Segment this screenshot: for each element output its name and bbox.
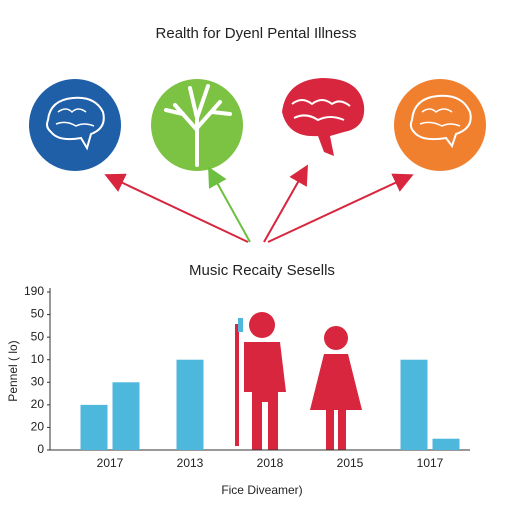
brain-icons xyxy=(29,72,486,171)
brain-folds xyxy=(291,99,351,122)
brain-outline xyxy=(46,96,105,151)
bar xyxy=(112,382,140,450)
cane-top xyxy=(238,318,243,332)
y-tick-label: 20 xyxy=(31,397,45,411)
y-tick-label: 50 xyxy=(31,329,45,343)
x-axis-label: Fice Diveamer) xyxy=(221,483,302,497)
brain-outline xyxy=(409,94,472,149)
man-body xyxy=(244,342,286,450)
x-tick-label: 2015 xyxy=(337,456,364,470)
bar xyxy=(176,359,204,450)
page-title: Realth for Dyenl Pental Illness xyxy=(156,25,357,42)
x-tick-label: 2018 xyxy=(257,456,284,470)
y-tick-label: 30 xyxy=(31,374,45,388)
y-tick-label: 10 xyxy=(31,352,45,366)
tree xyxy=(164,84,232,167)
arrow xyxy=(104,173,249,243)
y-tick-label: 190 xyxy=(24,284,44,298)
arrow xyxy=(263,164,308,243)
brain-folds xyxy=(55,108,95,127)
bar xyxy=(400,359,428,450)
arrows xyxy=(104,164,414,243)
woman-head xyxy=(324,326,348,350)
chart-title: Music Recaity Sesells xyxy=(189,262,335,279)
x-tick-label: 2013 xyxy=(177,456,204,470)
figures xyxy=(235,312,362,450)
arrow xyxy=(208,166,251,243)
y-axis-label: Pennel ( lo) xyxy=(6,340,20,401)
y-tick-label: 0 xyxy=(37,442,44,456)
y-tick-label: 50 xyxy=(31,307,45,321)
arrow xyxy=(267,173,414,243)
x-tick-label: 2017 xyxy=(97,456,124,470)
y-tick-label: 20 xyxy=(31,420,45,434)
brain-folds xyxy=(419,108,461,127)
cane xyxy=(235,324,239,446)
x-tick-label: 1017 xyxy=(417,456,444,470)
woman-body xyxy=(310,354,362,450)
bar xyxy=(80,404,108,450)
man-head xyxy=(249,312,275,338)
bar xyxy=(432,438,460,450)
